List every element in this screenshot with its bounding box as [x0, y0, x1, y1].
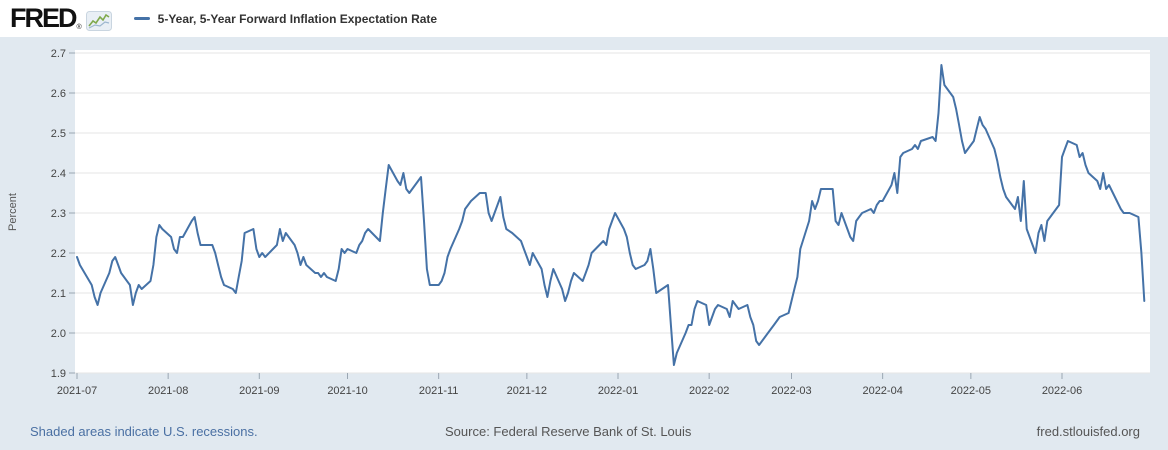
svg-text:2.4: 2.4 — [51, 168, 66, 180]
svg-text:2021-12: 2021-12 — [507, 385, 547, 397]
chart-footer: Shaded areas indicate U.S. recessions. S… — [0, 413, 1168, 450]
svg-text:2022-04: 2022-04 — [862, 385, 902, 397]
source-text: Source: Federal Reserve Bank of St. Loui… — [445, 424, 692, 439]
series-line — [76, 64, 1146, 366]
svg-text:2022-06: 2022-06 — [1042, 385, 1082, 397]
svg-text:2022-01: 2022-01 — [598, 385, 638, 397]
series-line-swatch — [133, 17, 150, 20]
svg-text:2.1: 2.1 — [51, 288, 66, 300]
svg-text:2022-05: 2022-05 — [951, 385, 991, 397]
svg-text:2021-09: 2021-09 — [239, 385, 279, 397]
fred-logo[interactable]: FRED ® — [10, 5, 112, 32]
y-axis: 1.9 2.0 2.1 2.2 2.3 2.4 2.5 2.6 2.7 — [51, 48, 75, 380]
x-axis: 2021-07 2021-08 2021-09 2021-10 2021-11 2021-… — [57, 373, 1082, 397]
chart-header: FRED ® 5-Year, 5-Year Forward Inflation E… — [0, 0, 1168, 37]
svg-text:2022-03: 2022-03 — [771, 385, 811, 397]
svg-text:2021-10: 2021-10 — [327, 385, 367, 397]
svg-text:2.7: 2.7 — [51, 48, 66, 60]
svg-text:2021-11: 2021-11 — [419, 385, 459, 397]
series-title: 5-Year, 5-Year Forward Inflation Expecta… — [157, 11, 438, 26]
svg-text:2.2: 2.2 — [51, 248, 66, 260]
fred-site-link[interactable]: fred.stlouisfed.org — [1036, 424, 1140, 439]
gridlines — [75, 52, 1150, 374]
y-axis-title: Percent — [7, 193, 19, 231]
plot-area — [75, 50, 1150, 373]
svg-text:2.0: 2.0 — [51, 328, 66, 340]
svg-text:2.5: 2.5 — [51, 128, 66, 140]
svg-text:2022-02: 2022-02 — [689, 385, 729, 397]
fred-sparkline-icon — [85, 11, 112, 31]
svg-text:2.3: 2.3 — [51, 208, 66, 220]
recession-note-link[interactable]: Shaded areas indicate U.S. recessions. — [30, 424, 258, 439]
registered-trademark: ® — [76, 24, 82, 31]
fred-logo-text: FRED — [10, 3, 77, 33]
svg-text:2.6: 2.6 — [51, 88, 66, 100]
series-legend[interactable]: 5-Year, 5-Year Forward Inflation Expecta… — [133, 11, 438, 26]
svg-text:2021-08: 2021-08 — [148, 385, 188, 397]
svg-text:1.9: 1.9 — [51, 368, 66, 380]
svg-text:2021-07: 2021-07 — [57, 385, 97, 397]
